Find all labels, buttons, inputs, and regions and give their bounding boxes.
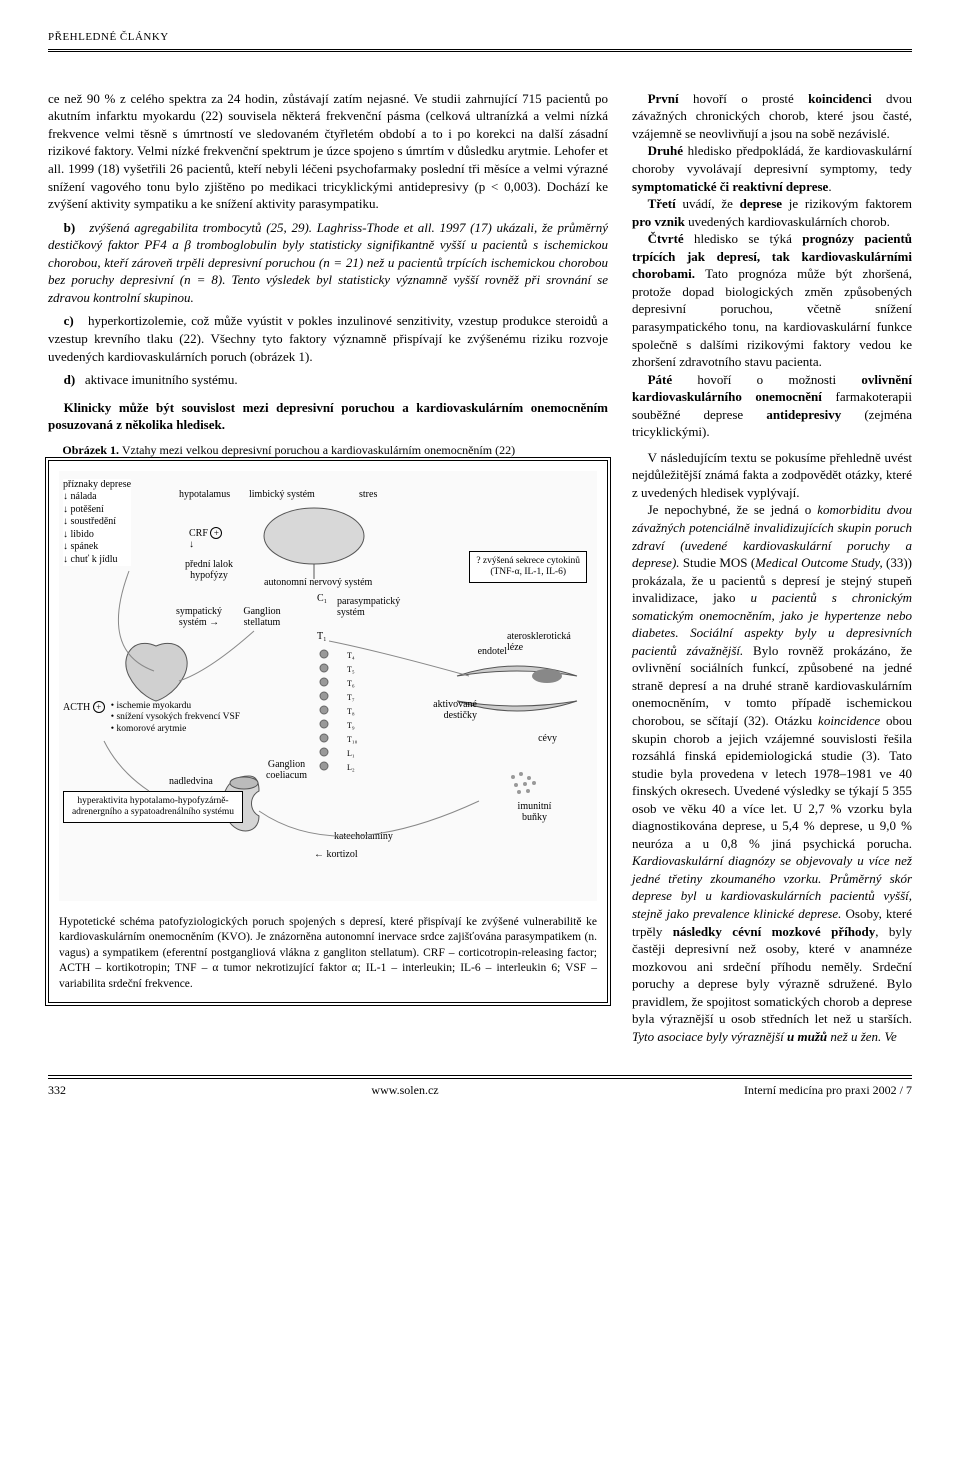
p2-text: zvýšená agregabilita trombocytů (25, 29)… <box>48 220 608 305</box>
r-p1: První hovoří o prosté koincidenci dvou z… <box>632 90 912 143</box>
journal-ref: Interní medicína pro praxi 2002 / 7 <box>744 1082 912 1098</box>
r-p3: Třetí uvádí, že deprese je rizikovým fak… <box>632 195 912 230</box>
p4-label: d) <box>64 372 76 387</box>
page-number: 332 <box>48 1082 66 1098</box>
p2-label: b) <box>64 220 76 235</box>
section-title: PŘEHLEDNÉ ČLÁNKY <box>48 31 169 43</box>
figure-caption-top: Obrázek 1. Vztahy mezi velkou depresivní… <box>48 442 608 458</box>
fig-label: Obrázek 1. <box>62 443 119 457</box>
figure-caption-bottom: Hypotetické schéma patofyziologických po… <box>59 915 597 993</box>
section-header: PŘEHLEDNÉ ČLÁNKY <box>48 30 912 50</box>
left-column: ce než 90 % z celého spektra za 24 hodin… <box>48 90 608 1046</box>
page-footer: 332 www.solen.cz Interní medicína pro pr… <box>48 1075 912 1098</box>
p4-text: aktivace imunitního systému. <box>85 372 238 387</box>
fig-title: Vztahy mezi velkou depresivní poruchou a… <box>122 443 515 457</box>
r-p4: Čtvrté hledisko se týká prognózy pacient… <box>632 230 912 370</box>
gap <box>632 441 912 449</box>
left-bold: Klinicky může být souvislost mezi depres… <box>48 399 608 434</box>
r-p6: V následujícím textu se pokusíme přehled… <box>632 449 912 502</box>
footer-url: www.solen.cz <box>371 1082 438 1098</box>
left-p4: d) aktivace imunitního systému. <box>48 371 608 389</box>
right-column: První hovoří o prosté koincidenci dvou z… <box>632 90 912 1046</box>
figure-box: příznaky deprese ↓ nálada ↓ potěšení ↓ s… <box>48 460 608 1004</box>
r-p7: Je nepochybné, že se jedná o komorbiditu… <box>632 501 912 1045</box>
connection-lines <box>59 471 599 891</box>
left-p2: b) zvýšená agregabilita trombocytů (25, … <box>48 219 608 307</box>
left-p3: c) hyperkortizolemie, což může vyústit v… <box>48 312 608 365</box>
r-p5: Páté hovoří o možnosti ovlivnění kardiov… <box>632 371 912 441</box>
left-p1: ce než 90 % z celého spektra za 24 hodin… <box>48 90 608 213</box>
p3-text: hyperkortizolemie, což může vyústit v po… <box>48 313 608 363</box>
p3-label: c) <box>64 313 74 328</box>
figure-diagram: příznaky deprese ↓ nálada ↓ potěšení ↓ s… <box>59 471 597 901</box>
two-column-layout: ce než 90 % z celého spektra za 24 hodin… <box>48 90 912 1046</box>
r-p2: Druhé hledisko předpokládá, že kardiovas… <box>632 142 912 195</box>
